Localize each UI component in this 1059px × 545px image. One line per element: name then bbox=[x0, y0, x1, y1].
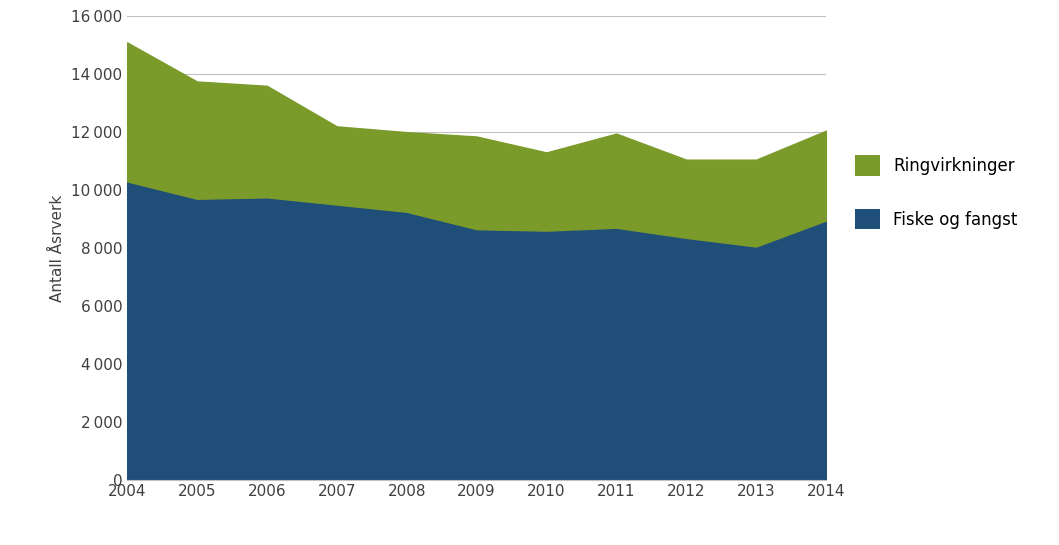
Legend: Ringvirkninger, Fiske og fangst: Ringvirkninger, Fiske og fangst bbox=[848, 149, 1024, 236]
Y-axis label: Antall Åsrverk: Antall Åsrverk bbox=[51, 195, 66, 301]
